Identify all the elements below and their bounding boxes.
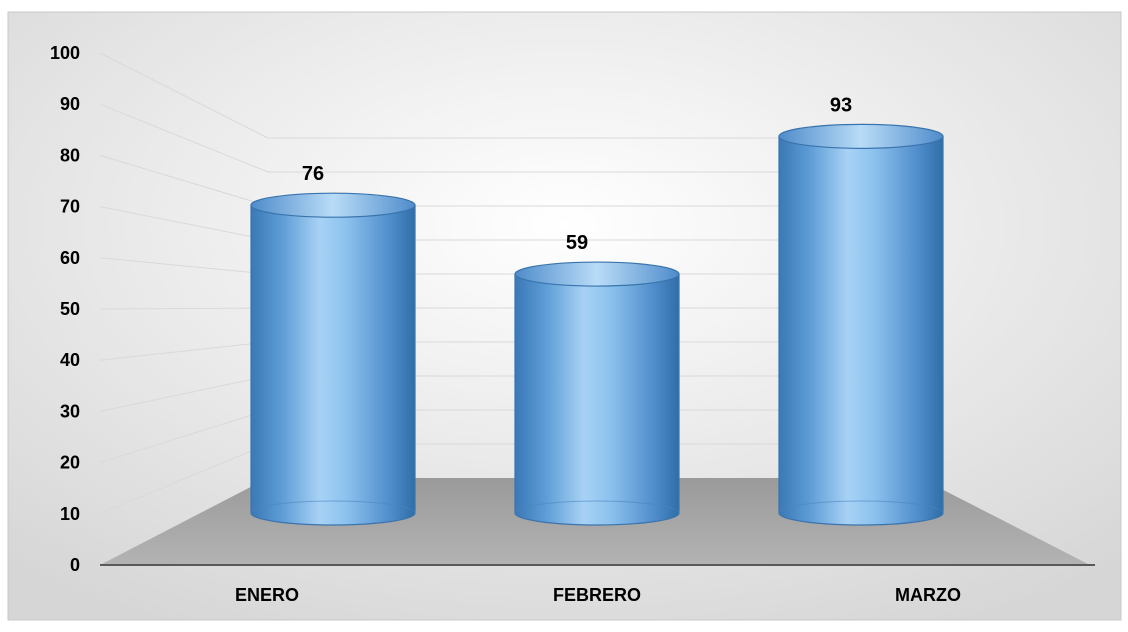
gridline-side [99,375,269,412]
bar-bottom-rim [778,500,944,514]
data-label: 93 [830,94,852,116]
data-labels: 76 59 93 [302,94,852,254]
gridline-side [99,206,269,241]
bar-body [778,135,944,526]
bar-enero [250,192,416,526]
y-tick-label: 80 [60,145,80,165]
x-tick-labels: ENERO FEBRERO MARZO [235,585,961,605]
y-tick-label: 10 [60,504,80,524]
bar-top-cap [778,123,944,149]
gridline-side [99,52,269,139]
y-tick-label: 90 [60,94,80,114]
y-tick-label: 40 [60,350,80,370]
x-tick-label: ENERO [235,585,299,605]
bar-top-cap [514,261,680,287]
gridline-side [99,103,269,173]
y-tick-label: 60 [60,248,80,268]
gridline-side [99,409,269,464]
y-tick-label: 0 [70,555,80,575]
y-tick-label: 100 [50,43,80,63]
y-tick-label: 50 [60,299,80,319]
y-tick-labels: 0 10 20 30 40 50 60 70 80 90 100 [50,43,80,575]
bar-bottom-rim [514,500,680,514]
gridline-side [99,341,269,361]
gridline-side [99,307,269,310]
bars-layer [250,123,944,526]
y-tick-label: 20 [60,453,80,473]
bar-body [514,273,680,526]
gridline-side [99,443,269,515]
gridline-side [99,257,269,275]
gridline-side [99,154,269,207]
bar-febrero [514,261,680,526]
bar-marzo [778,123,944,526]
x-tick-label: FEBRERO [553,585,641,605]
bar-top-cap [250,192,416,218]
data-label: 59 [566,232,588,254]
y-tick-label: 30 [60,401,80,421]
bar-bottom-rim [250,500,416,514]
x-tick-label: MARZO [895,585,961,605]
bar-body [250,204,416,526]
y-tick-label: 70 [60,197,80,217]
data-label: 76 [302,163,324,185]
